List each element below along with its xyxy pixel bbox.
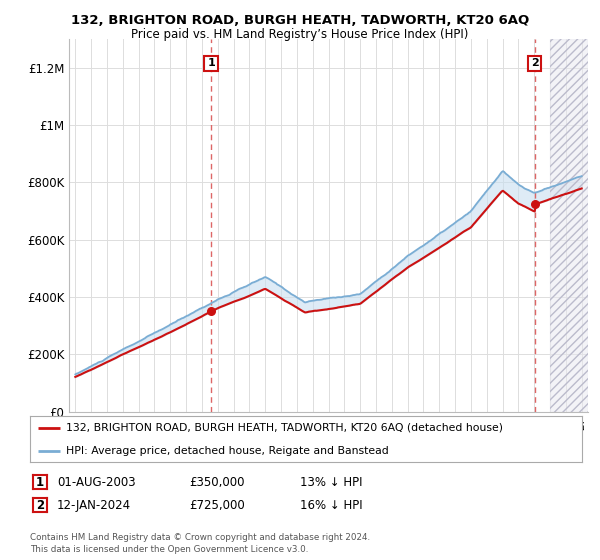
Text: 16% ↓ HPI: 16% ↓ HPI — [300, 499, 362, 512]
Text: 01-AUG-2003: 01-AUG-2003 — [57, 476, 136, 489]
Point — [530, 199, 539, 208]
Text: HPI: Average price, detached house, Reigate and Banstead: HPI: Average price, detached house, Reig… — [66, 446, 389, 455]
Text: 1: 1 — [36, 476, 44, 489]
Text: 132, BRIGHTON ROAD, BURGH HEATH, TADWORTH, KT20 6AQ (detached house): 132, BRIGHTON ROAD, BURGH HEATH, TADWORT… — [66, 423, 503, 432]
Text: 13% ↓ HPI: 13% ↓ HPI — [300, 476, 362, 489]
Point — [206, 307, 216, 316]
Bar — [550, 39, 588, 412]
Text: Price paid vs. HM Land Registry’s House Price Index (HPI): Price paid vs. HM Land Registry’s House … — [131, 28, 469, 41]
Bar — [550, 39, 588, 412]
Text: 1: 1 — [207, 58, 215, 68]
Text: Contains HM Land Registry data © Crown copyright and database right 2024.
This d: Contains HM Land Registry data © Crown c… — [30, 533, 370, 554]
Text: £350,000: £350,000 — [189, 476, 245, 489]
Text: 12-JAN-2024: 12-JAN-2024 — [57, 499, 131, 512]
Text: 2: 2 — [36, 499, 44, 512]
Text: £725,000: £725,000 — [189, 499, 245, 512]
Text: 2: 2 — [531, 58, 539, 68]
Text: 132, BRIGHTON ROAD, BURGH HEATH, TADWORTH, KT20 6AQ: 132, BRIGHTON ROAD, BURGH HEATH, TADWORT… — [71, 14, 529, 27]
